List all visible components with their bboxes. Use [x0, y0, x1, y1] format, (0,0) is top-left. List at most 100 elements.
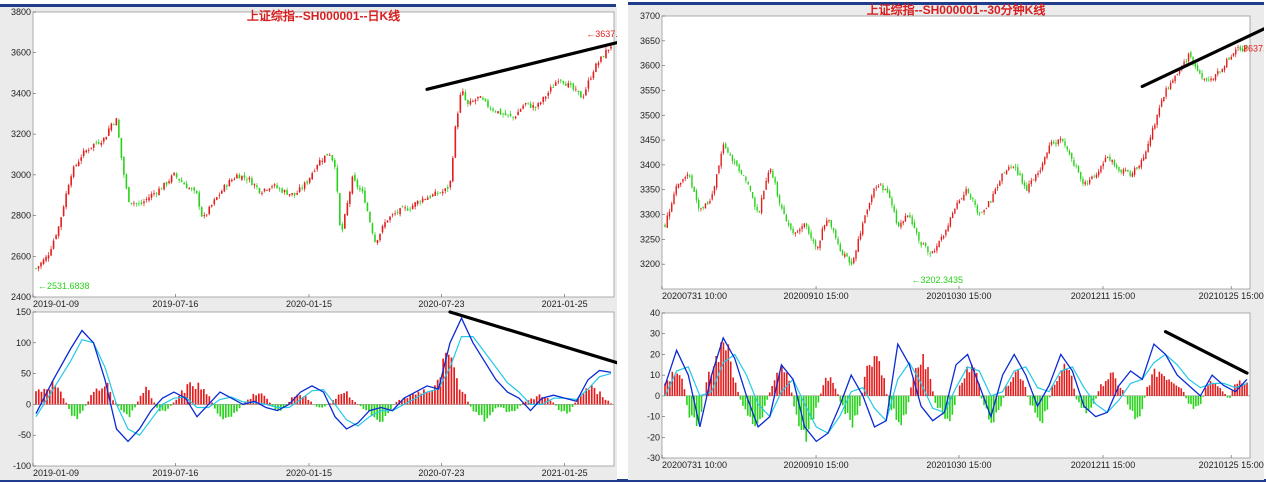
macd-hist-bar [1000, 395, 1002, 407]
candle-body [236, 174, 238, 179]
candle-body [155, 193, 158, 195]
candle-body [1160, 100, 1163, 107]
macd-hist-bar [1216, 386, 1219, 396]
macd-hist-bar [1119, 387, 1122, 396]
macd-hist-bar [966, 366, 968, 396]
macd-hist-bar [467, 401, 469, 405]
price-ytick-label: 3600 [640, 61, 660, 71]
macd-dif-line [35, 316, 612, 443]
macd-hist-bar [607, 400, 610, 405]
price-xtick-label: 20200731 10:00 [662, 291, 727, 301]
candle-body [544, 96, 547, 99]
candle-body [727, 147, 729, 153]
candle-body [772, 170, 774, 178]
macd-hist-bar [1048, 395, 1051, 398]
macd-hist-bar [764, 395, 766, 406]
macd-hist-bar [1156, 376, 1158, 396]
macd-hist-bar [951, 395, 954, 415]
macd-hist-bar [373, 404, 376, 418]
candle-body [276, 185, 278, 189]
candle-body [945, 229, 947, 236]
candle-body [994, 188, 997, 195]
macd-hist-bar [917, 367, 920, 396]
candle-body [920, 241, 922, 246]
macd-hist-bar [1112, 372, 1114, 396]
macd-hist-bar [1148, 385, 1151, 396]
candle-body [253, 184, 256, 186]
candle-body [911, 216, 913, 225]
candle-body [514, 116, 517, 119]
macd-hist-bar [224, 404, 227, 418]
macd-hist-bar [929, 378, 932, 396]
macd-hist-bar [101, 388, 103, 405]
macd-hist-bar [359, 404, 362, 407]
candle-body [664, 224, 666, 228]
candle-body [457, 113, 459, 128]
candle-body [333, 160, 336, 167]
macd-hist-bar [557, 404, 560, 411]
candle-body [839, 244, 841, 251]
price-plot-area [32, 11, 615, 298]
candle-body [1136, 167, 1138, 169]
macd-hist-bar [1117, 385, 1119, 396]
macd-hist-bar [483, 404, 486, 422]
macd-hist-bar [1199, 395, 1202, 404]
max-price-label: ←3637.1002 [586, 29, 617, 39]
candle-body [509, 114, 512, 116]
macd-hist-bar [803, 395, 805, 430]
candle-body [812, 239, 815, 242]
macd-hist-bar [362, 404, 365, 409]
candle-body [1021, 174, 1023, 184]
candle-body [1212, 78, 1214, 80]
macd-hist-bar [783, 372, 786, 396]
macd-hist-bar [975, 372, 978, 396]
candle-body [384, 222, 386, 228]
candle-body [326, 153, 329, 156]
macd-hist-bar [1053, 384, 1056, 396]
candle-body [819, 240, 821, 248]
macd-hist-bar [817, 395, 820, 403]
macd-hist-bar [1146, 386, 1148, 396]
candle-body [1084, 181, 1086, 185]
candle-body [877, 186, 880, 187]
candle-body [504, 112, 507, 116]
candle-body [729, 153, 731, 156]
macd-hist-bar [238, 404, 241, 409]
macd-hist-bar [771, 385, 773, 396]
candle-body [113, 124, 115, 125]
macd-hist-bar [963, 378, 966, 396]
macd-hist-bar [57, 387, 59, 405]
macd-hist-bar [997, 395, 1000, 411]
candle-body [1086, 183, 1089, 185]
candle-body [689, 175, 691, 177]
macd-hist-bar [751, 395, 754, 425]
candle-body [704, 203, 707, 209]
macd-hist-bar [790, 392, 793, 396]
candle-body [198, 192, 201, 207]
macd-hist-bar [980, 395, 983, 399]
macd-hist-bar [1190, 395, 1192, 405]
candle-body [170, 175, 173, 183]
macd-hist-bar [120, 404, 123, 411]
macd-hist-bar [106, 382, 109, 405]
macd-hist-bar [123, 404, 125, 413]
candle-body [349, 191, 351, 204]
macd-hist-bar [92, 391, 95, 405]
macd-hist-bar [968, 372, 971, 396]
macd-hist-bar [1058, 376, 1061, 396]
macd-hist-bar [1231, 390, 1234, 396]
macd-hist-bar [1014, 371, 1017, 396]
candle-body [575, 89, 577, 90]
macd-hist-bar [208, 396, 211, 405]
macd-hist-bar [895, 395, 898, 420]
macd-hist-bar [1151, 374, 1153, 396]
macd-hist-bar [560, 404, 563, 412]
candle-body [742, 175, 745, 177]
candle-body [1008, 166, 1010, 170]
candle-body [974, 200, 976, 205]
candle-body [339, 193, 341, 225]
macd-signal-line [664, 353, 1248, 434]
candle-body [522, 105, 524, 109]
macd-hist-bar [197, 382, 200, 405]
